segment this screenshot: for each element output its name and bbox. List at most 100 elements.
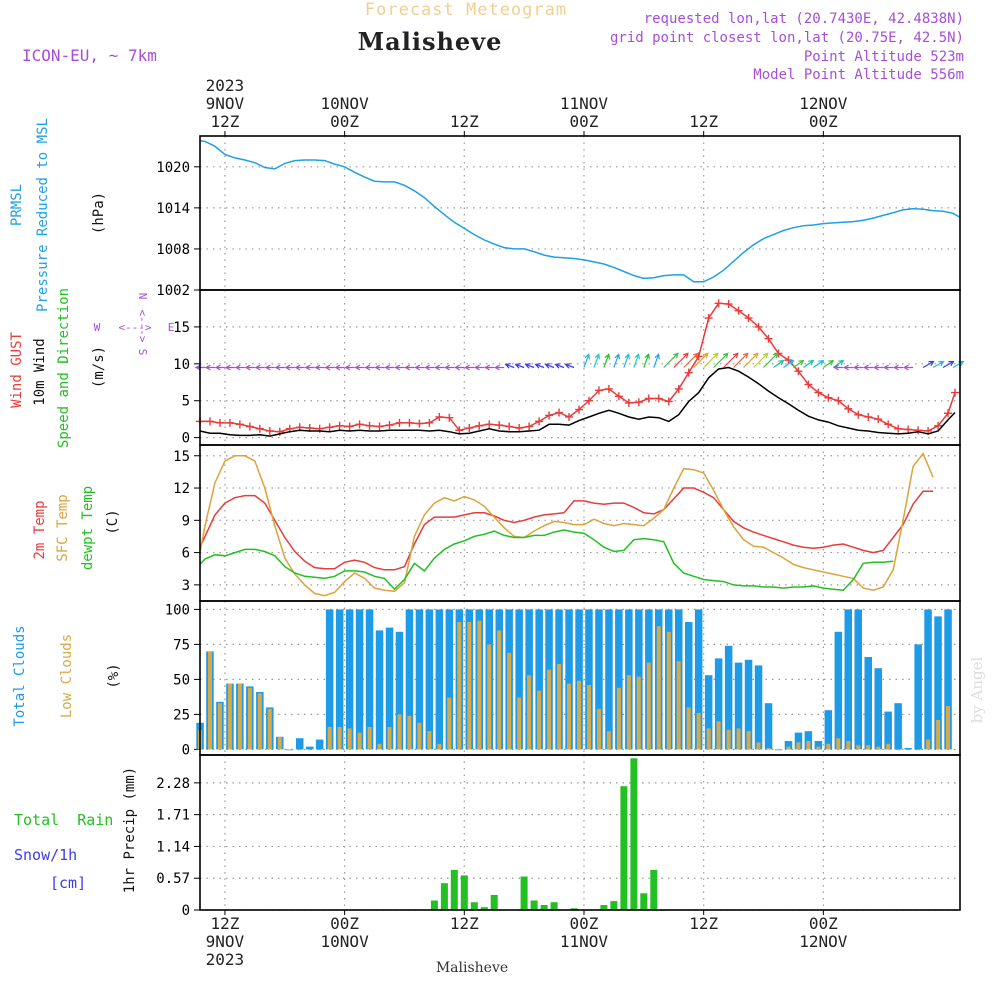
point-altitude: Point Altitude 523m [804, 49, 964, 65]
wind-direction-arrow [713, 352, 729, 368]
pressure-frame [199, 135, 961, 291]
wind-gust-point [634, 398, 643, 407]
wind-direction-arrow [204, 364, 215, 371]
clouds-bar-total_cloud [355, 609, 364, 750]
precip-ytick-label-2: 1.14 [156, 839, 190, 855]
clouds-bar-total_cloud [704, 675, 713, 750]
clouds-bar-low_cloud [567, 683, 571, 750]
wind-direction-arrow [564, 363, 575, 369]
wind-gust-point [255, 424, 264, 433]
wind-gust-point [594, 386, 603, 395]
wind-gust-point [385, 421, 394, 430]
wind-gust-point [624, 398, 633, 407]
wind-gust-point [614, 392, 623, 401]
temperature-ytick-label-4: 15 [173, 449, 190, 465]
subtitle: Forecast Meteogram [365, 0, 567, 20]
clouds-bar-total_cloud [445, 609, 454, 750]
clouds-bar-low_cloud [487, 644, 492, 750]
precip-bar-rain [450, 869, 458, 910]
compass-arrow-we: <---> [118, 321, 151, 334]
precip-bar-rain [630, 758, 638, 910]
wind-gust-point [604, 384, 613, 393]
wind-gust-point [225, 418, 234, 427]
wind-gust-point [505, 422, 514, 431]
precip-ytick-label-3: 1.71 [156, 808, 190, 824]
wind-gust-point [445, 413, 454, 422]
wind-direction-arrow [274, 364, 285, 371]
wind-gust-point [375, 422, 384, 431]
clouds-bar-low_cloud [716, 721, 721, 750]
clouds-bar-low_cloud [597, 708, 601, 750]
wind-direction-arrow [354, 364, 365, 371]
top-axis-label: 11NOV [560, 94, 609, 113]
clouds-bar-low_cloud [227, 683, 232, 750]
wind-gust-point [874, 415, 883, 424]
temperature-panel: 2m Temp SFC Temp dewpt Temp (C) [32, 486, 121, 570]
clouds-bar-total_cloud [734, 662, 743, 750]
pressure-ytick-label-3: 1020 [156, 160, 190, 176]
clouds-bar-total_cloud [814, 741, 823, 750]
temperature-ytick-label-2: 9 [182, 513, 190, 529]
clouds-bar-low_cloud [746, 731, 751, 750]
clouds-bar-low_cloud [606, 731, 611, 750]
clouds-bar-total_cloud [365, 609, 374, 750]
clouds-bar-total_cloud [515, 609, 523, 750]
wind-direction-arrow [583, 353, 591, 368]
footer-location: Malisheve [436, 960, 508, 976]
wind-panel: Wind GUST 10m Wind Speed and Direction (… [9, 288, 965, 448]
clouds-bar-low_cloud [497, 630, 502, 750]
wind-direction-arrow [483, 364, 495, 371]
temperature-series-t2m-line [199, 487, 934, 571]
compass-w: W [94, 321, 101, 334]
clouds-bar-low_cloud [287, 749, 292, 751]
wind-gust-point [565, 412, 574, 421]
wind-direction-arrow [514, 363, 525, 369]
clouds-bar-total_cloud [395, 631, 404, 750]
wind-direction-arrow [653, 353, 660, 368]
clouds-bar-total_cloud [375, 630, 384, 750]
clouds-bar-total_cloud [405, 609, 414, 750]
wind-direction-arrow [643, 353, 650, 368]
compass-n: N [136, 293, 149, 300]
wind-gust-point [754, 322, 763, 331]
wind-direction-arrow [832, 359, 845, 368]
wind-direction-arrow [663, 352, 679, 368]
clouds-bar-low_cloud [537, 690, 542, 750]
clouds-bar-total_cloud [864, 657, 872, 750]
clouds-bar-low_cloud [656, 626, 661, 750]
wind-direction-arrow [324, 364, 335, 371]
wind-direction-arrow [344, 364, 355, 371]
wind-direction-arrow [902, 364, 914, 371]
temperature-frame [199, 444, 961, 602]
clouds-panel: Total Clouds Low Clouds (%) 0 25 50 75 100 [12, 600, 961, 758]
clouds-bar-low_cloud [407, 715, 412, 750]
wind-direction-arrow [414, 364, 425, 371]
wind-gust-point [495, 421, 504, 430]
wind-direction-arrow [613, 353, 621, 368]
clouds-bar-total_cloud [894, 703, 902, 750]
bottom-axis-label: 00Z [809, 914, 838, 933]
clouds-bar-low_cloud [636, 676, 641, 750]
wind-direction-arrow [693, 352, 709, 368]
clouds-bar-low_cloud [587, 685, 591, 750]
wind-direction-arrow [922, 360, 935, 369]
wind-gust-point [864, 412, 873, 421]
wind-gust-point [844, 404, 853, 413]
precip-bar-rain [640, 893, 648, 910]
compass-e: E [168, 321, 175, 334]
clouds-bar-low_cloud [676, 661, 681, 750]
pressure-ylabel-2: Pressure Reduced to MSL [35, 118, 51, 312]
clouds-bar-low_cloud [347, 728, 352, 750]
wind-gust-point [365, 421, 374, 430]
wind-direction-arrow [334, 364, 345, 371]
wind-ytick-label-0: 0 [182, 431, 190, 447]
top-axis-label: 12Z [210, 112, 239, 131]
bottom-axis-label: 12Z [689, 914, 718, 933]
wind-direction-arrow [434, 364, 445, 371]
clouds-bar-low_cloud [926, 739, 931, 750]
wind-direction-arrow [892, 364, 904, 371]
wind-gust-point [804, 380, 813, 389]
clouds-bar-total_cloud [914, 644, 922, 750]
